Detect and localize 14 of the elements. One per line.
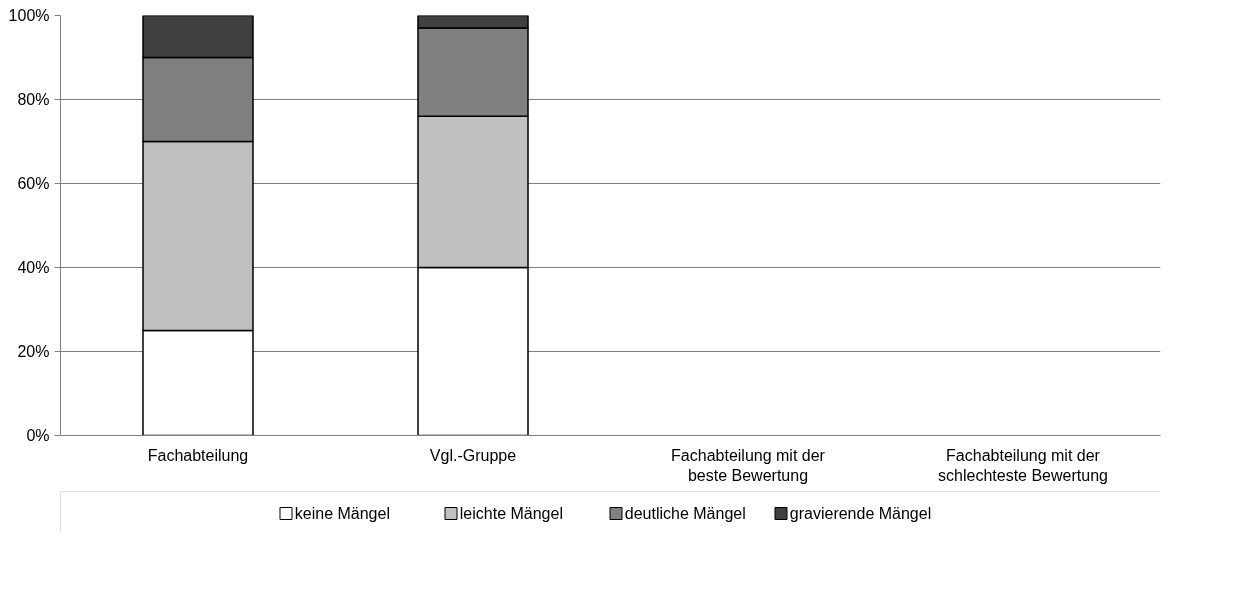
y-tick-label: 40%	[17, 259, 50, 276]
y-tick-label: 20%	[17, 343, 50, 360]
x-tick-label: Vgl.-Gruppe	[429, 446, 517, 464]
legend-label: gravierende Mängel	[789, 505, 932, 522]
legend-label: leichte Mängel	[459, 505, 563, 522]
y-tick-label: 100%	[8, 7, 50, 24]
x-tick-label: Fachabteilung mit der beste Bewertung	[671, 446, 826, 484]
y-tick-label: 80%	[17, 91, 50, 108]
y-tick-label: 0%	[26, 427, 50, 444]
legend-label: keine Mängel	[294, 505, 390, 522]
x-tick-label: Fachabteilung	[147, 446, 249, 464]
x-tick-label: Fachabteilung mit der schlechteste Bewertung	[938, 446, 1108, 484]
legend-label: deutliche Mängel	[624, 505, 746, 522]
y-tick-label: 60%	[17, 175, 50, 192]
